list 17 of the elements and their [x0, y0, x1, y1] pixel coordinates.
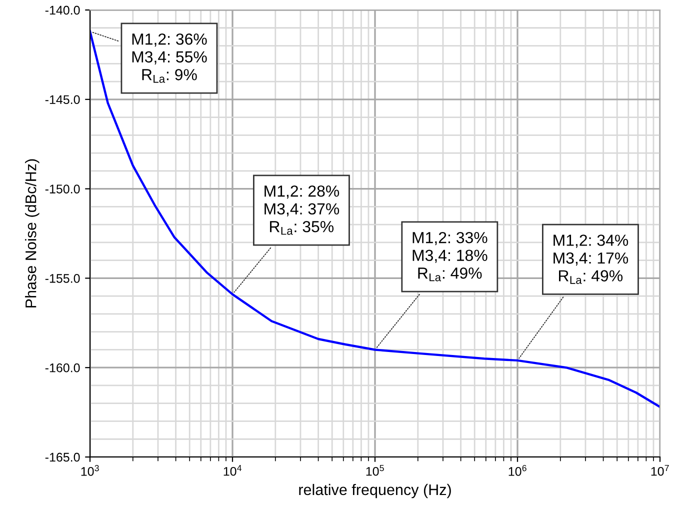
annotation: M1,2: 36% M3,4: 55% R$_{La}$: 9% [132, 33, 207, 83]
x-tick-label: 10$^{7}$ [651, 465, 669, 476]
y-tick-label: -155.0 [45, 274, 80, 283]
y-tick-label: -160.0 [45, 363, 80, 372]
y-tick-label: -140.0 [45, 6, 80, 15]
annotation: M1,2: 34% M3,4: 17% R$_{La}$: 49% [554, 234, 628, 284]
x-tick-label: 10$^{6}$ [508, 465, 526, 476]
x-axis-title: relative frequency (Hz) [299, 484, 451, 498]
y-tick-label: -150.0 [45, 184, 80, 194]
y-axis-title: Phase Noise (dBc/Hz) [25, 159, 40, 308]
annotation: M1,2: 33% M3,4: 18% R$_{La}$: 49% [412, 232, 488, 282]
x-tick-label: 10$^{5}$ [366, 465, 384, 476]
annotation: M1,2: 28% M3,4: 37% R$_{La}$: 35% [264, 185, 340, 235]
y-tick-label: -145.0 [45, 95, 80, 104]
x-tick-label: 10$^{3}$ [81, 465, 99, 476]
y-tick-label: -165.0 [45, 452, 80, 462]
x-tick-label: 10$^{4}$ [224, 465, 242, 476]
